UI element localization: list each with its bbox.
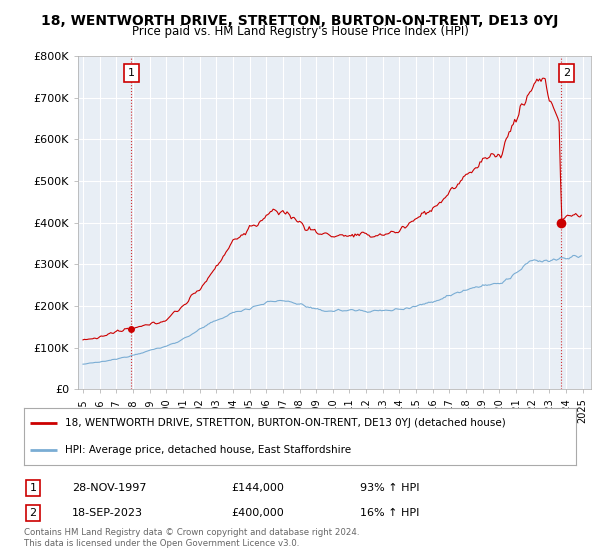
Text: HPI: Average price, detached house, East Staffordshire: HPI: Average price, detached house, East… <box>65 445 352 455</box>
Text: Contains HM Land Registry data © Crown copyright and database right 2024.
This d: Contains HM Land Registry data © Crown c… <box>24 528 359 548</box>
Text: 1: 1 <box>29 483 37 493</box>
Text: Price paid vs. HM Land Registry's House Price Index (HPI): Price paid vs. HM Land Registry's House … <box>131 25 469 38</box>
Text: 16% ↑ HPI: 16% ↑ HPI <box>360 508 419 518</box>
Text: 18, WENTWORTH DRIVE, STRETTON, BURTON-ON-TRENT, DE13 0YJ: 18, WENTWORTH DRIVE, STRETTON, BURTON-ON… <box>41 14 559 28</box>
Text: £400,000: £400,000 <box>231 508 284 518</box>
Text: 93% ↑ HPI: 93% ↑ HPI <box>360 483 419 493</box>
Text: 1: 1 <box>128 68 135 78</box>
Text: 2: 2 <box>563 68 570 78</box>
Text: 28-NOV-1997: 28-NOV-1997 <box>72 483 146 493</box>
Text: 18-SEP-2023: 18-SEP-2023 <box>72 508 143 518</box>
Text: 18, WENTWORTH DRIVE, STRETTON, BURTON-ON-TRENT, DE13 0YJ (detached house): 18, WENTWORTH DRIVE, STRETTON, BURTON-ON… <box>65 418 506 428</box>
Text: £144,000: £144,000 <box>231 483 284 493</box>
Text: 2: 2 <box>29 508 37 518</box>
